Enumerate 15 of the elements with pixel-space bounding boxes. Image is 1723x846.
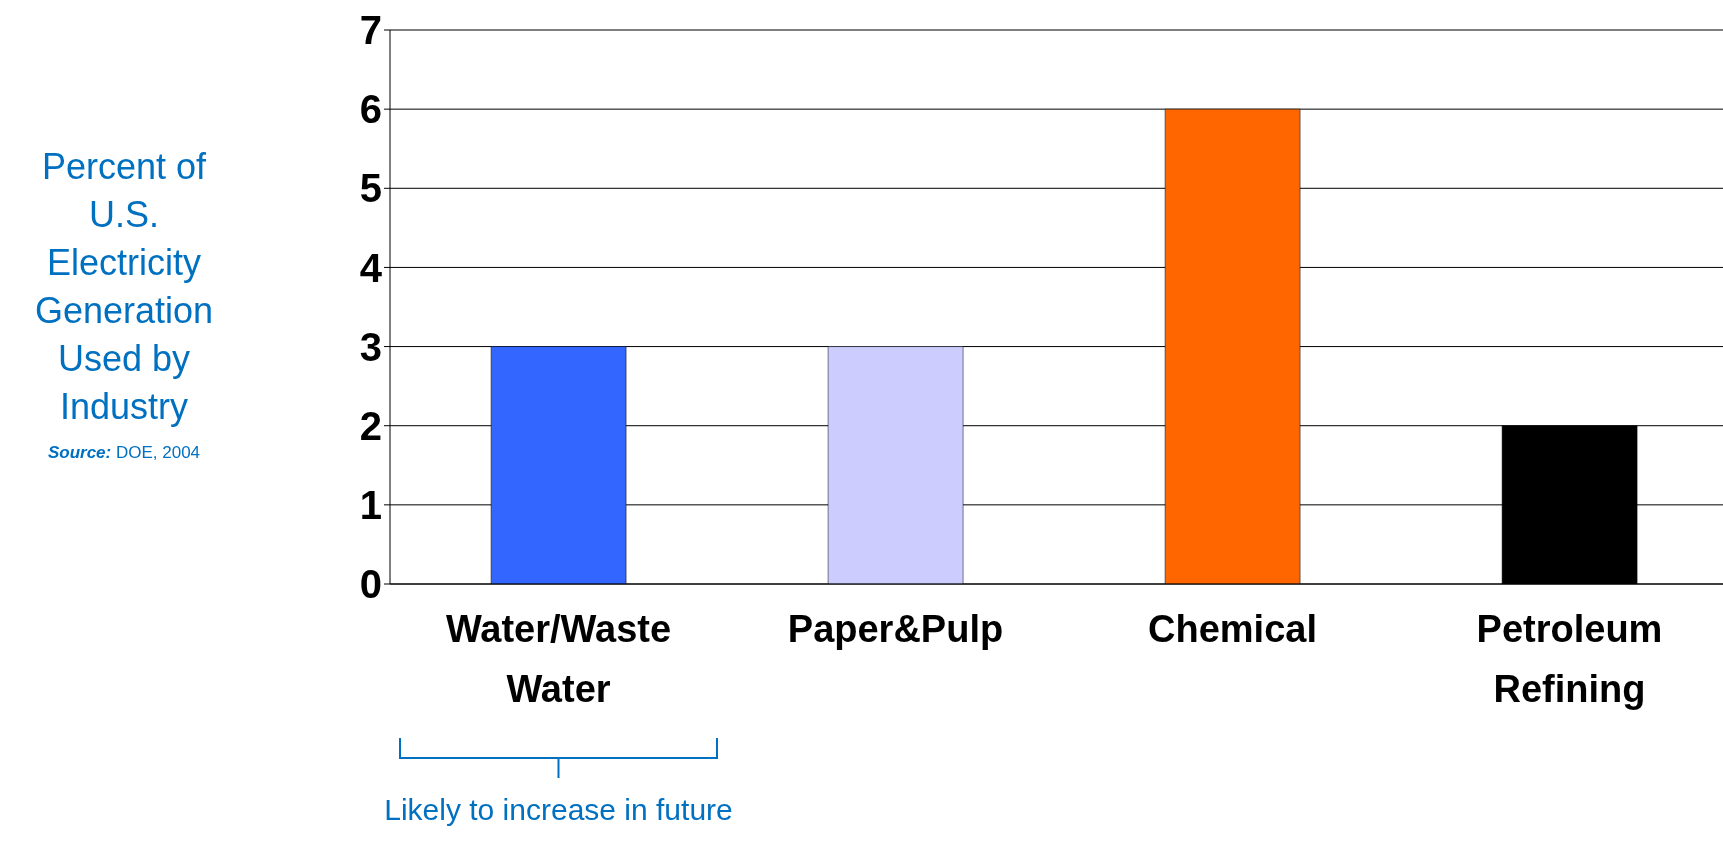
- y-tick-label: 3: [359, 324, 382, 369]
- y-tick-label: 7: [359, 8, 382, 53]
- y-axis-title: Percent of U.S. Electricity Generation Used by Industry: [33, 145, 215, 429]
- source-note: Source: DOE, 2004: [46, 443, 202, 463]
- y-tick-label: 1: [359, 483, 382, 528]
- x-tick-label: Water/Waste Water: [445, 608, 672, 710]
- y-tick-label: 4: [359, 245, 383, 290]
- y-tick-label: 6: [359, 87, 382, 132]
- y-tick-label: 2: [359, 403, 382, 448]
- annotation: Likely to increase in future: [383, 793, 734, 827]
- x-tick-label: Paper&Pulp: [787, 608, 1004, 650]
- x-tick-label: Chemical: [1148, 608, 1317, 650]
- y-tick-label: 0: [359, 562, 382, 607]
- x-tick-label: Petroleum Refining: [1476, 608, 1663, 710]
- y-tick-label: 5: [359, 166, 382, 211]
